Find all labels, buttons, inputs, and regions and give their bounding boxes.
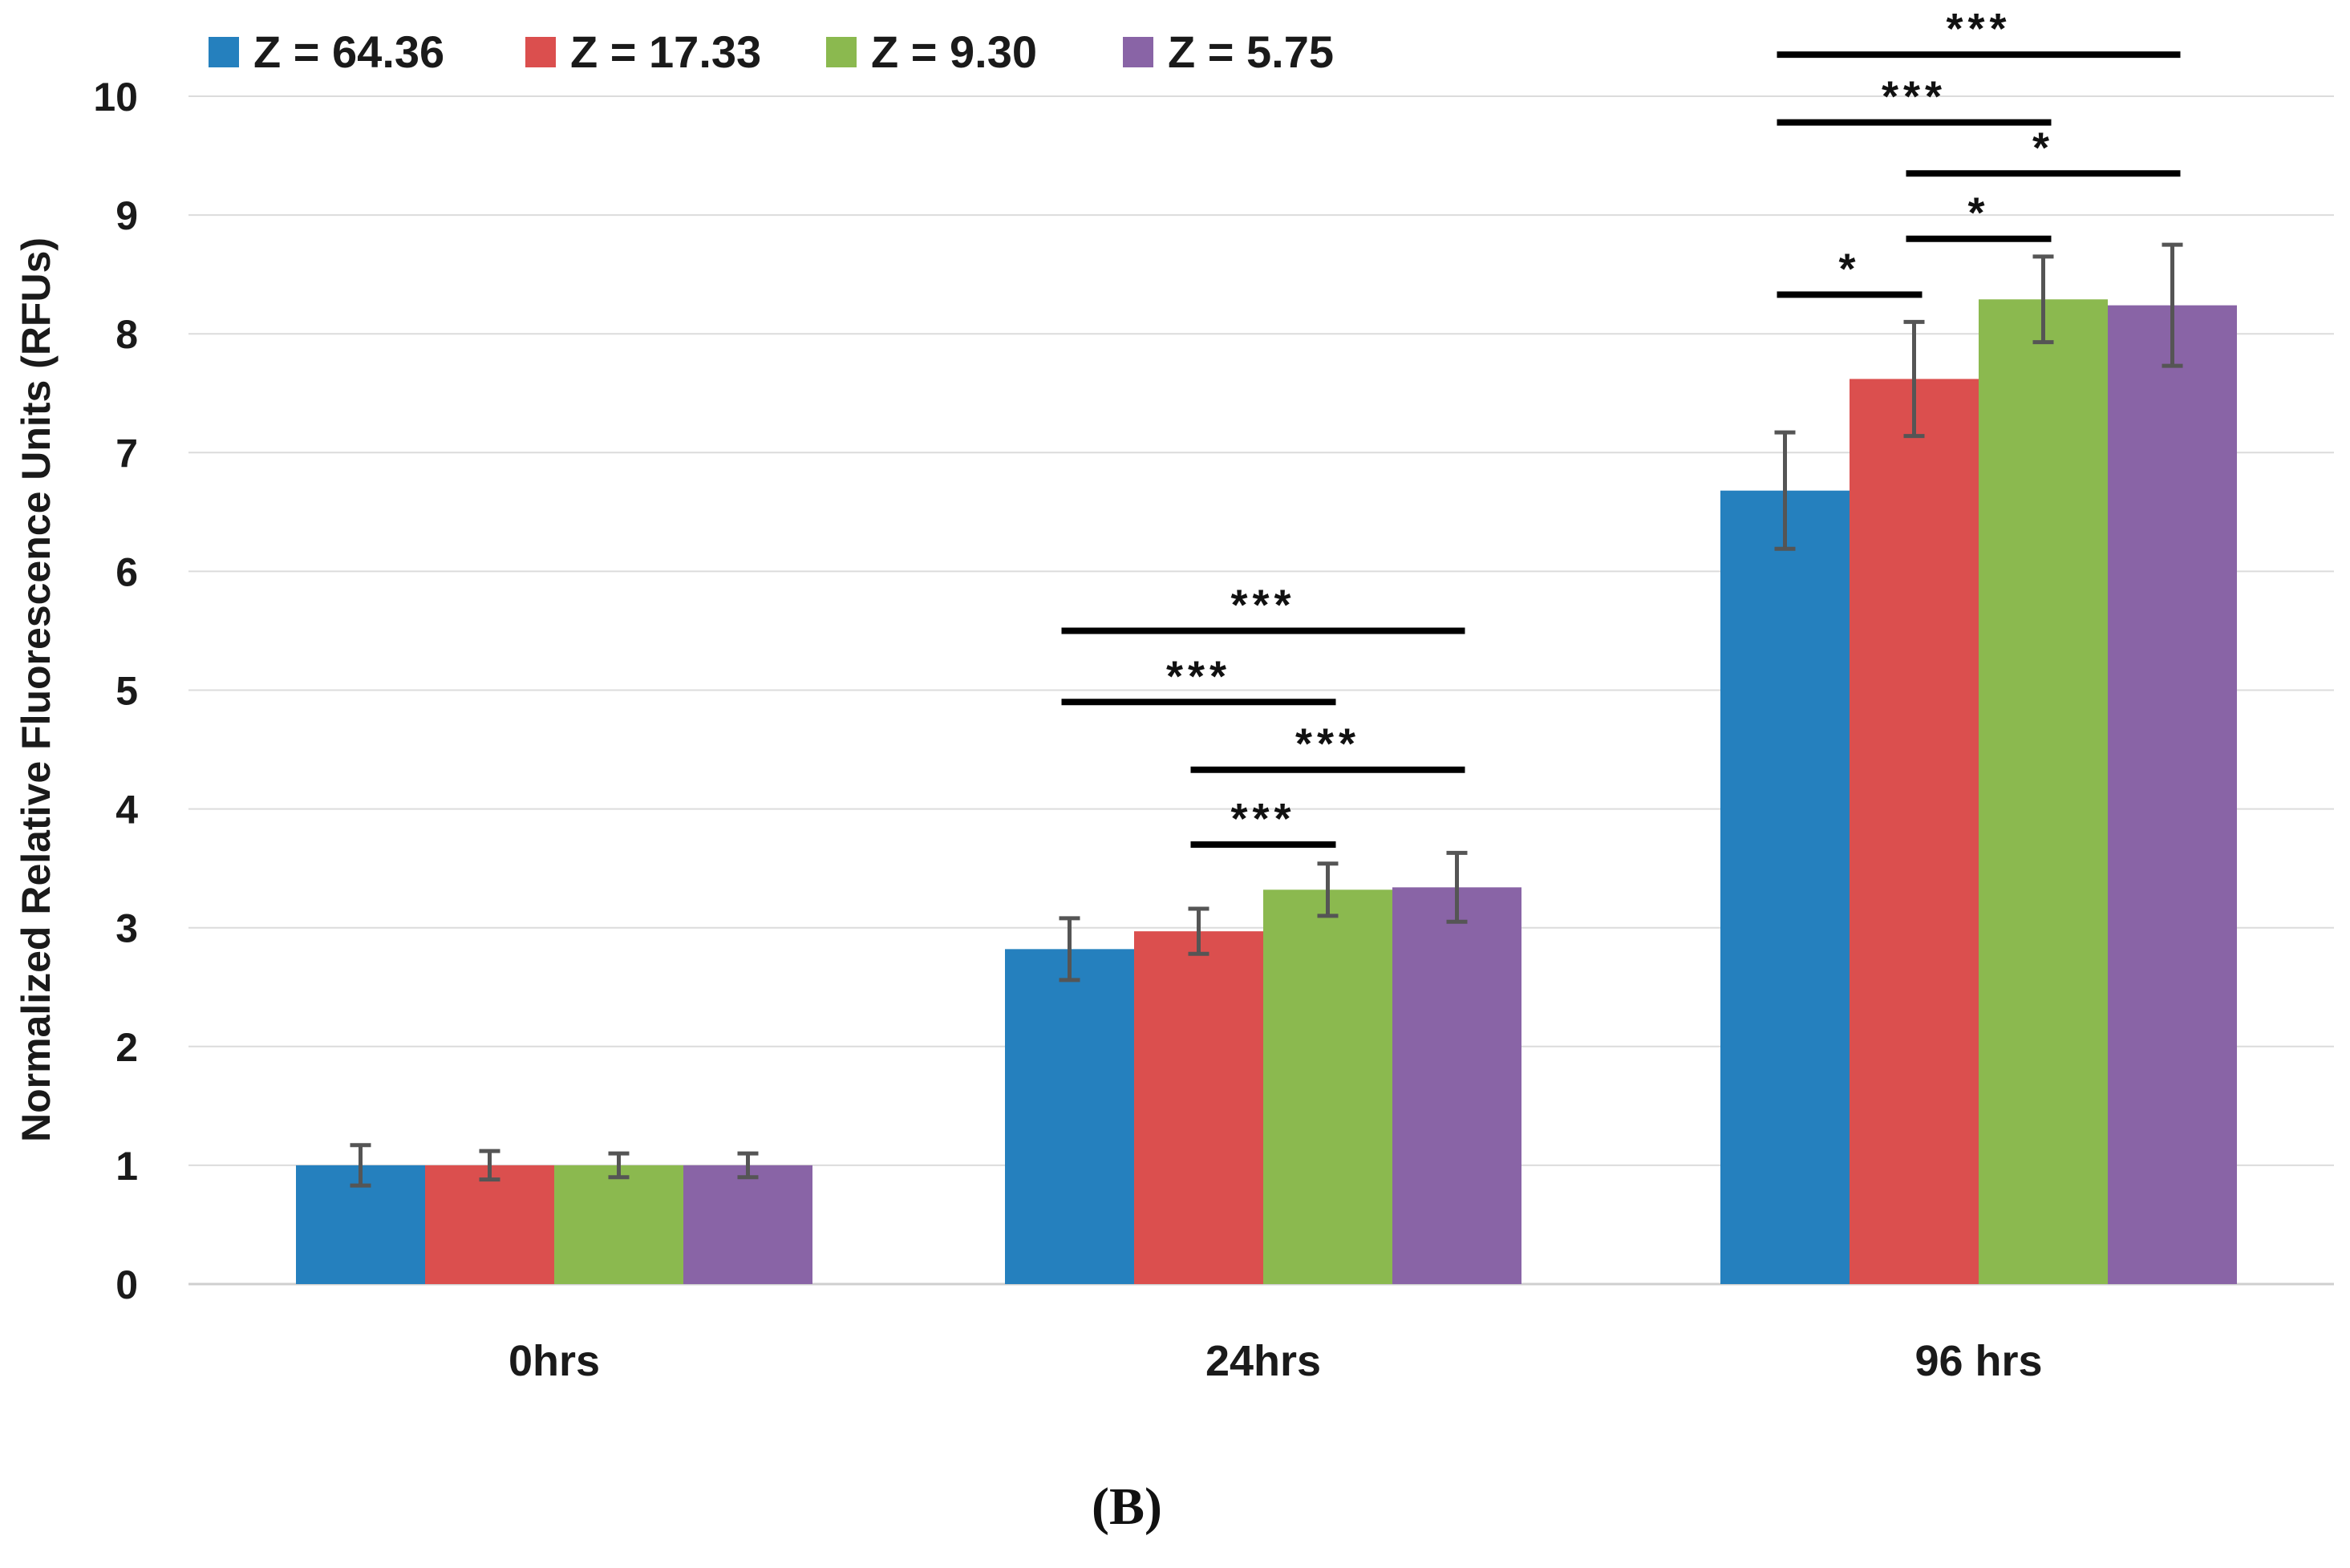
bar bbox=[1134, 931, 1263, 1284]
error-bar bbox=[737, 1151, 759, 1180]
bar bbox=[1392, 887, 1521, 1284]
y-tick-label: 3 bbox=[115, 906, 138, 951]
legend-swatch bbox=[826, 37, 857, 67]
y-tick-label: 0 bbox=[115, 1262, 138, 1307]
significance-brackets: ********************* bbox=[1061, 5, 2181, 849]
x-tick-label: 0hrs bbox=[508, 1337, 600, 1385]
error-bar bbox=[2162, 242, 2183, 368]
x-tick-label: 96 hrs bbox=[1914, 1337, 2042, 1385]
significance-label: *** bbox=[1230, 795, 1295, 843]
legend-swatch bbox=[525, 37, 556, 67]
legend-item: Z = 5.75 bbox=[1123, 26, 1334, 77]
legend-swatch bbox=[209, 37, 239, 67]
bar bbox=[1005, 949, 1134, 1284]
x-tick-label: 24hrs bbox=[1205, 1337, 1321, 1385]
axes: 0 1 2 3 4 5 6 7 8 9 10 0hrs 24hrs 96 hrs bbox=[93, 75, 2042, 1385]
legend-item: Z = 64.36 bbox=[209, 26, 444, 77]
legend: Z = 64.36 Z = 17.33 Z = 9.30 Z = 5.75 bbox=[209, 26, 1334, 77]
bar bbox=[683, 1165, 812, 1284]
legend-label: Z = 5.75 bbox=[1168, 26, 1334, 77]
y-tick-label: 1 bbox=[115, 1144, 138, 1189]
legend-label: Z = 9.30 bbox=[871, 26, 1037, 77]
bar bbox=[425, 1165, 554, 1284]
y-tick-label: 7 bbox=[115, 431, 138, 476]
y-tick-label: 2 bbox=[115, 1025, 138, 1070]
error-bar bbox=[1903, 319, 1925, 439]
y-tick-label: 8 bbox=[115, 312, 138, 357]
error-bar bbox=[2032, 254, 2054, 345]
error-bars bbox=[350, 242, 2183, 1188]
error-bar bbox=[1317, 861, 1339, 918]
y-tick-label: 9 bbox=[115, 193, 138, 238]
y-tick-label: 10 bbox=[93, 75, 138, 120]
bar bbox=[1720, 490, 1850, 1284]
panel-label: (B) bbox=[1092, 1477, 1162, 1536]
error-bar bbox=[1774, 430, 1796, 551]
legend-swatch bbox=[1123, 37, 1153, 67]
y-axis-title: Normalized Relative Fluorescence Units (… bbox=[14, 237, 59, 1142]
error-bar bbox=[479, 1149, 500, 1182]
error-bar bbox=[1446, 850, 1468, 924]
legend-label: Z = 17.33 bbox=[570, 26, 761, 77]
error-bar bbox=[1059, 916, 1080, 983]
bars bbox=[296, 299, 2237, 1285]
error-bar bbox=[1188, 906, 1209, 956]
significance-label: * bbox=[1967, 189, 1989, 237]
error-bar bbox=[608, 1151, 630, 1180]
significance-label: *** bbox=[1946, 5, 2011, 53]
legend-item: Z = 9.30 bbox=[826, 26, 1037, 77]
significance-label: *** bbox=[1882, 73, 1947, 121]
significance-label: * bbox=[2032, 124, 2054, 172]
significance-label: *** bbox=[1230, 581, 1295, 629]
legend-label: Z = 64.36 bbox=[253, 26, 444, 77]
y-tick-label: 4 bbox=[115, 788, 138, 833]
significance-label: *** bbox=[1166, 652, 1231, 700]
significance-label: * bbox=[1838, 245, 1860, 293]
legend-item: Z = 17.33 bbox=[525, 26, 761, 77]
bar bbox=[1263, 889, 1392, 1284]
bar bbox=[554, 1165, 683, 1284]
bar bbox=[1850, 379, 1979, 1284]
y-tick-label: 6 bbox=[115, 549, 138, 594]
error-bar bbox=[350, 1143, 371, 1188]
bar bbox=[1979, 299, 2108, 1285]
bar bbox=[2108, 305, 2237, 1284]
significance-label: *** bbox=[1295, 720, 1360, 768]
y-tick-label: 5 bbox=[115, 669, 138, 714]
